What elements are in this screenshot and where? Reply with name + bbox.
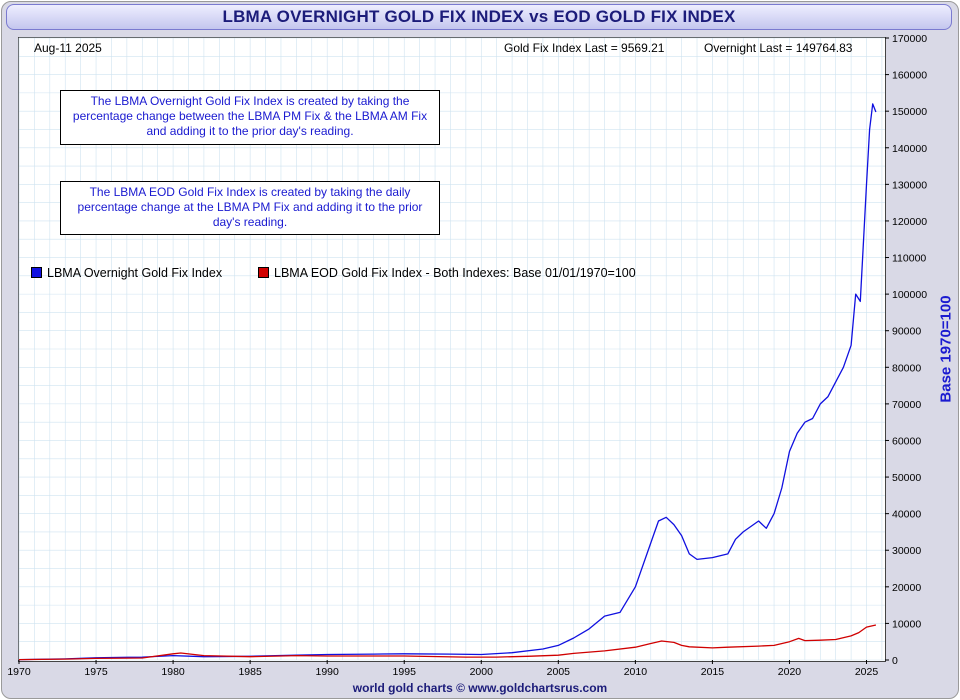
x-tick-label: 2005 bbox=[547, 666, 571, 678]
y-tick-label: 130000 bbox=[892, 179, 927, 191]
legend-swatch-eod bbox=[258, 267, 269, 278]
x-tick-label: 1970 bbox=[7, 666, 31, 678]
source-credit: world gold charts © www.goldchartsrus.co… bbox=[352, 681, 608, 695]
gold-fix-last-label: Gold Fix Index Last = 9569.21 bbox=[504, 41, 665, 55]
x-tick-label: 1990 bbox=[316, 666, 340, 678]
y-tick-label: 170000 bbox=[892, 33, 927, 45]
y-tick-label: 60000 bbox=[892, 435, 921, 447]
y-tick-label: 70000 bbox=[892, 399, 921, 411]
y-tick-label: 120000 bbox=[892, 216, 927, 228]
y-tick-label: 30000 bbox=[892, 545, 921, 557]
legend-label-eod: LBMA EOD Gold Fix Index - Both Indexes: … bbox=[274, 266, 636, 280]
y-tick-label: 10000 bbox=[892, 618, 921, 630]
legend-item-eod: LBMA EOD Gold Fix Index - Both Indexes: … bbox=[258, 266, 636, 280]
y-tick-label: 140000 bbox=[892, 143, 927, 155]
y-tick-label: 160000 bbox=[892, 70, 927, 82]
y-tick-label: 50000 bbox=[892, 472, 921, 484]
note-eod-index: The LBMA EOD Gold Fix Index is created b… bbox=[60, 181, 440, 235]
y-tick-label: 20000 bbox=[892, 582, 921, 594]
date-label: Aug-11 2025 bbox=[34, 41, 102, 55]
y-tick-label: 80000 bbox=[892, 362, 921, 374]
legend-item-overnight: LBMA Overnight Gold Fix Index bbox=[31, 266, 222, 280]
y-tick-label: 0 bbox=[892, 655, 898, 667]
x-tick-label: 1995 bbox=[393, 666, 417, 678]
note-overnight-index: The LBMA Overnight Gold Fix Index is cre… bbox=[60, 90, 440, 145]
overnight-last-label: Overnight Last = 149764.83 bbox=[704, 41, 853, 55]
y-tick-label: 40000 bbox=[892, 509, 921, 521]
y-tick-label: 100000 bbox=[892, 289, 927, 301]
series-line-overnight bbox=[18, 103, 877, 661]
legend-label-overnight: LBMA Overnight Gold Fix Index bbox=[47, 266, 223, 280]
series-line-eod bbox=[18, 624, 877, 661]
y-tick-label: 90000 bbox=[892, 326, 921, 338]
x-tick-label: 2000 bbox=[470, 666, 494, 678]
x-tick-label: 1975 bbox=[84, 666, 108, 678]
x-tick-label: 1985 bbox=[238, 666, 262, 678]
legend-swatch-overnight bbox=[31, 267, 42, 278]
y-axis-title: Base 1970=100 bbox=[937, 295, 955, 403]
x-tick-label: 2020 bbox=[778, 666, 802, 678]
x-tick-label: 2025 bbox=[855, 666, 879, 678]
y-tick-label: 150000 bbox=[892, 106, 927, 118]
chart-title: LBMA OVERNIGHT GOLD FIX INDEX vs EOD GOL… bbox=[6, 4, 952, 30]
y-tick-label: 110000 bbox=[892, 253, 926, 265]
x-tick-label: 2010 bbox=[624, 666, 648, 678]
x-tick-label: 1980 bbox=[161, 666, 185, 678]
x-tick-label: 2015 bbox=[701, 666, 725, 678]
